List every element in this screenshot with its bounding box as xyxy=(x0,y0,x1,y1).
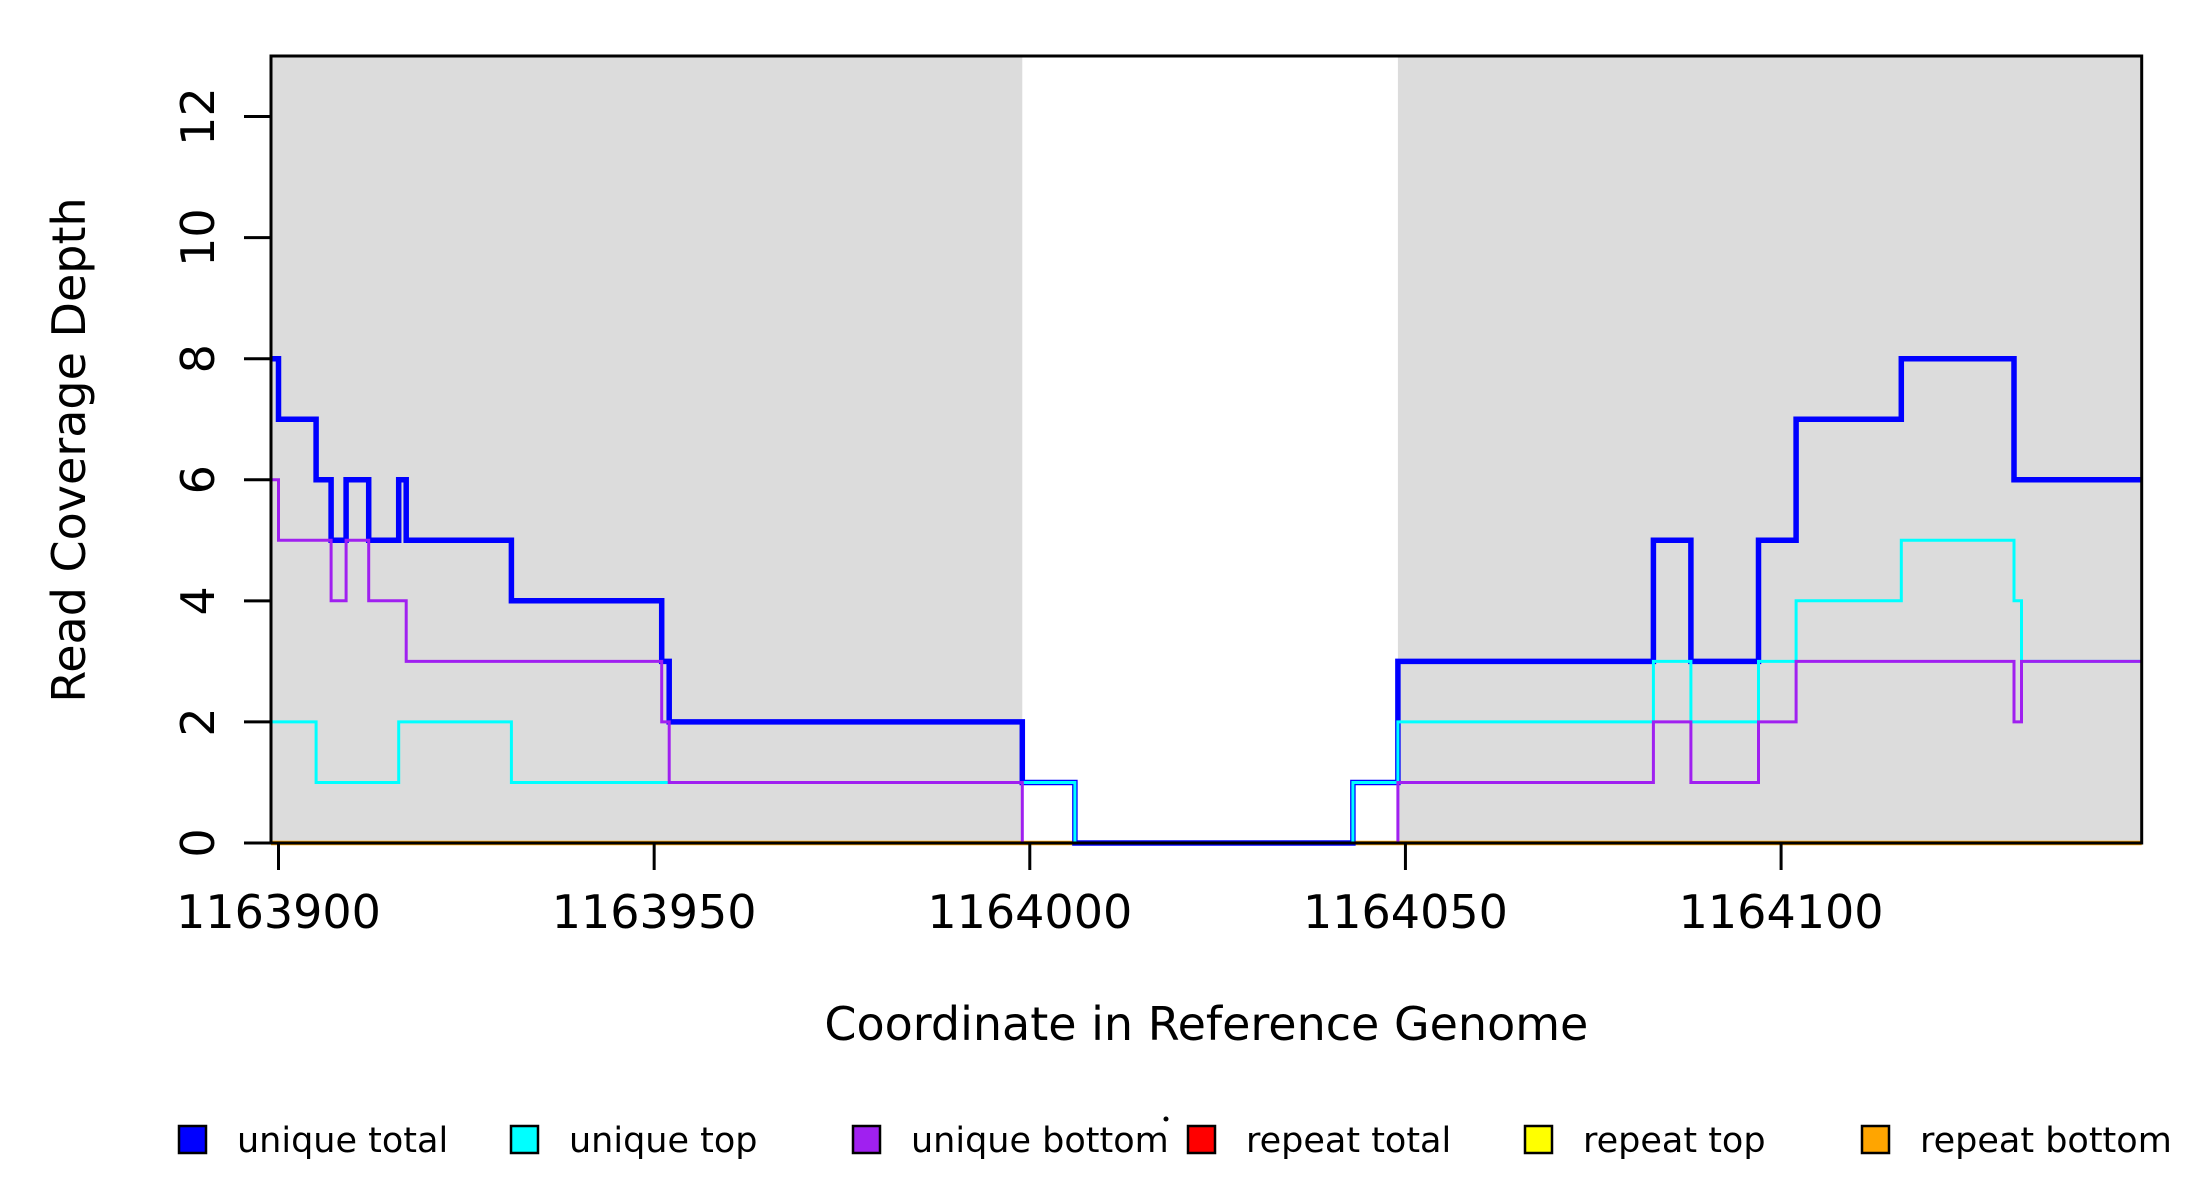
y-tick-label: 8 xyxy=(171,344,225,373)
x-tick-label: 1164100 xyxy=(1679,885,1884,939)
legend-swatch-unique-total xyxy=(177,1124,208,1155)
y-tick-label: 6 xyxy=(171,465,225,494)
x-tick-label: 1164050 xyxy=(1303,885,1508,939)
y-tick-label: 10 xyxy=(171,208,225,267)
legend-swatch-repeat-total xyxy=(1186,1124,1217,1155)
shaded-region xyxy=(271,56,1023,843)
x-tick-label: 1163900 xyxy=(176,885,381,939)
x-axis-title: Coordinate in Reference Genome xyxy=(824,997,1588,1051)
legend-label-repeat-top: repeat top xyxy=(1583,1121,1766,1161)
shaded-regions xyxy=(271,56,2142,843)
y-axis-title: Read Coverage Depth xyxy=(42,197,96,702)
series-line-unique-total xyxy=(271,355,2142,846)
y-tick-label: 2 xyxy=(171,707,225,736)
y-tick-label: 4 xyxy=(171,586,225,615)
legend-label-unique-total: unique total xyxy=(237,1121,448,1161)
legend-swatch-repeat-top xyxy=(1523,1124,1554,1155)
legend: unique total unique top unique bottom repea… xyxy=(177,1116,2172,1161)
legend-swatch-unique-top xyxy=(509,1124,540,1155)
legend-label-unique-bottom: unique bottom xyxy=(911,1121,1169,1161)
legend-label-repeat-total: repeat total xyxy=(1246,1121,1451,1161)
x-tick-label: 1163950 xyxy=(552,885,757,939)
legend-stray-dot xyxy=(1163,1116,1169,1122)
plot-border xyxy=(269,54,2144,845)
legend-swatch-repeat-bottom xyxy=(1860,1124,1891,1155)
shaded-region xyxy=(1397,56,2142,843)
y-tick-label: 0 xyxy=(171,828,225,857)
legend-label-unique-top: unique top xyxy=(569,1121,758,1161)
x-tick-label: 1164000 xyxy=(927,885,1132,939)
series-line-unique-top xyxy=(271,538,2142,845)
series-line-unique-bottom xyxy=(271,478,2142,845)
legend-label-repeat-bottom: repeat bottom xyxy=(1920,1121,2172,1161)
axes: 0 2 4 6 8 10 12 1163900 1163950 1164000 1164050 116… xyxy=(171,54,2144,939)
legend-swatch-unique-bottom xyxy=(851,1124,882,1155)
y-tick-label: 12 xyxy=(171,87,225,146)
